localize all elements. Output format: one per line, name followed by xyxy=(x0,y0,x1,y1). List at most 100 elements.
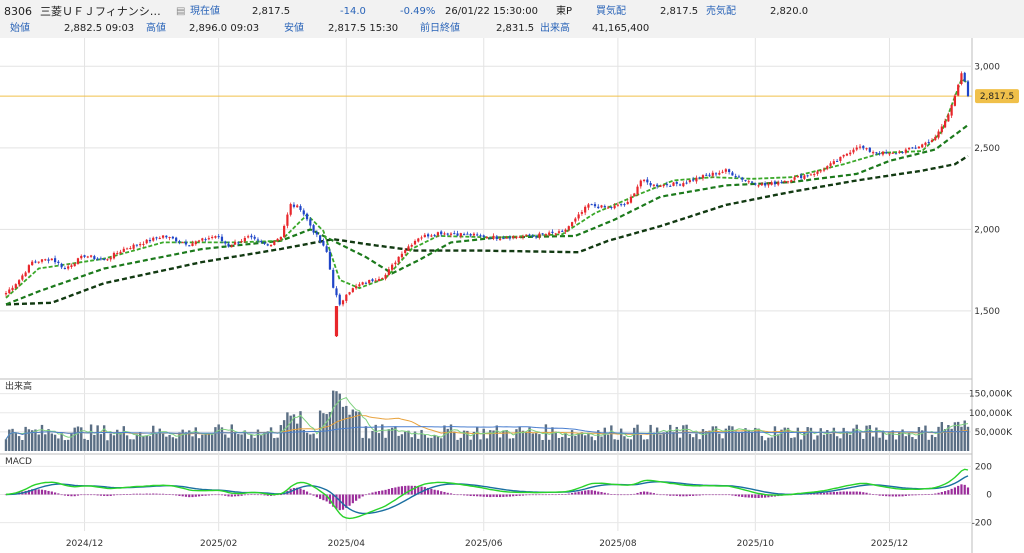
down-candle xyxy=(469,234,472,236)
volume-bar xyxy=(165,436,168,451)
volume-bar xyxy=(626,438,629,451)
down-candle xyxy=(669,185,672,187)
macd-histogram-bar xyxy=(96,494,99,496)
bid-value: 2,817.5 xyxy=(660,6,699,17)
stock-chart[interactable]: 3,000 2,500 2,000 1,500 150,000K 100,000K 50,… xyxy=(0,38,1024,553)
volume-bar xyxy=(430,437,433,451)
macd-histogram-bar xyxy=(109,494,112,496)
macd-histogram-bar xyxy=(544,494,547,496)
macd-histogram-bar xyxy=(741,494,744,497)
macd-line xyxy=(5,468,969,520)
macd-histogram-bar xyxy=(904,494,907,496)
macd-tick-label: 0 xyxy=(986,491,992,501)
up-candle xyxy=(70,265,73,267)
macd-histogram-bar xyxy=(924,494,927,495)
up-candle xyxy=(934,136,937,141)
volume-bar xyxy=(649,424,652,451)
macd-histogram-bar xyxy=(868,493,871,495)
up-candle xyxy=(672,182,675,186)
macd-histogram-bar xyxy=(479,494,482,497)
down-candle xyxy=(649,183,652,186)
up-candle xyxy=(381,277,384,279)
volume-bar xyxy=(669,424,672,451)
up-candle xyxy=(161,235,165,238)
volume-bar xyxy=(194,427,197,451)
macd-histogram-bar xyxy=(826,492,829,495)
volume-bar xyxy=(534,433,538,451)
document-icon: ▤ xyxy=(176,6,186,17)
volume-bar xyxy=(410,437,413,451)
macd-histogram-bar xyxy=(449,493,453,495)
volume-bar xyxy=(299,411,302,451)
volume-bar xyxy=(773,426,777,451)
up-candle xyxy=(832,161,835,164)
macd-histogram-bar xyxy=(855,491,858,495)
macd-histogram-bar xyxy=(175,494,178,496)
volume-bar xyxy=(273,438,276,451)
up-candle xyxy=(341,300,345,305)
up-candle xyxy=(106,259,109,261)
volume-bar xyxy=(449,424,453,451)
macd-histogram-bar xyxy=(574,492,577,495)
macd-histogram-bar xyxy=(557,494,561,495)
volume-bar xyxy=(947,425,950,451)
macd-histogram-bar xyxy=(567,493,570,495)
volume-bar xyxy=(309,434,312,451)
macd-histogram-bar xyxy=(44,490,47,495)
down-candle xyxy=(165,235,168,238)
macd-histogram-bar xyxy=(384,489,387,495)
macd-histogram-bar xyxy=(80,494,83,496)
volume-bar xyxy=(875,427,878,451)
macd-histogram-bar xyxy=(659,494,662,496)
macd-histogram-bar xyxy=(872,494,875,496)
up-candle xyxy=(86,256,89,258)
volume-bar xyxy=(845,431,849,451)
volume-bar xyxy=(767,437,770,451)
macd-histogram-bar xyxy=(158,493,161,495)
macd-histogram-bar xyxy=(253,494,256,496)
volume-bar xyxy=(525,432,528,451)
volume-bar xyxy=(102,425,106,451)
time-tick-label: 2025/02 xyxy=(200,539,237,549)
volume-bar xyxy=(237,434,240,451)
macd-histogram-bar xyxy=(462,494,466,496)
volume-bar xyxy=(806,427,809,451)
panel-frames xyxy=(0,38,973,553)
down-candle xyxy=(894,153,898,155)
macd-histogram-bar xyxy=(191,494,194,498)
volume-bar xyxy=(70,433,73,451)
volume-bar xyxy=(518,426,521,451)
volume-bar xyxy=(724,428,728,451)
macd-histogram-bar xyxy=(407,485,410,495)
volume-bar xyxy=(80,427,83,451)
macd-histogram-bar xyxy=(646,491,649,495)
volume-bar xyxy=(279,425,283,451)
volume-bar xyxy=(750,431,754,451)
macd-histogram-bar xyxy=(351,494,354,504)
macd-histogram-bar xyxy=(260,494,263,496)
volume-bar xyxy=(963,420,966,451)
up-candle xyxy=(132,244,135,249)
volume-bar xyxy=(698,439,701,451)
volume-bar xyxy=(498,437,502,451)
volume-bar xyxy=(73,427,76,451)
macd-histogram-bar xyxy=(688,494,691,496)
up-candle xyxy=(538,233,541,238)
macd-histogram-bar xyxy=(721,494,724,496)
macd-histogram-bar xyxy=(678,494,682,497)
volume-bar xyxy=(652,432,656,451)
down-candle xyxy=(453,233,456,235)
up-candle xyxy=(191,243,194,247)
volume-bar xyxy=(950,428,953,451)
volume-bar xyxy=(63,440,67,451)
down-candle xyxy=(462,233,466,235)
macd-histogram-bar xyxy=(767,494,770,498)
macd-histogram-bar xyxy=(685,494,688,497)
stock-name[interactable]: 三菱ＵＦＪフィナンシ… xyxy=(40,5,161,18)
volume-bar xyxy=(603,427,606,451)
up-candle xyxy=(803,175,806,179)
down-candle xyxy=(184,241,188,245)
volume-bar xyxy=(99,434,103,451)
volume-average-lines xyxy=(5,396,969,440)
up-candle xyxy=(574,218,577,222)
